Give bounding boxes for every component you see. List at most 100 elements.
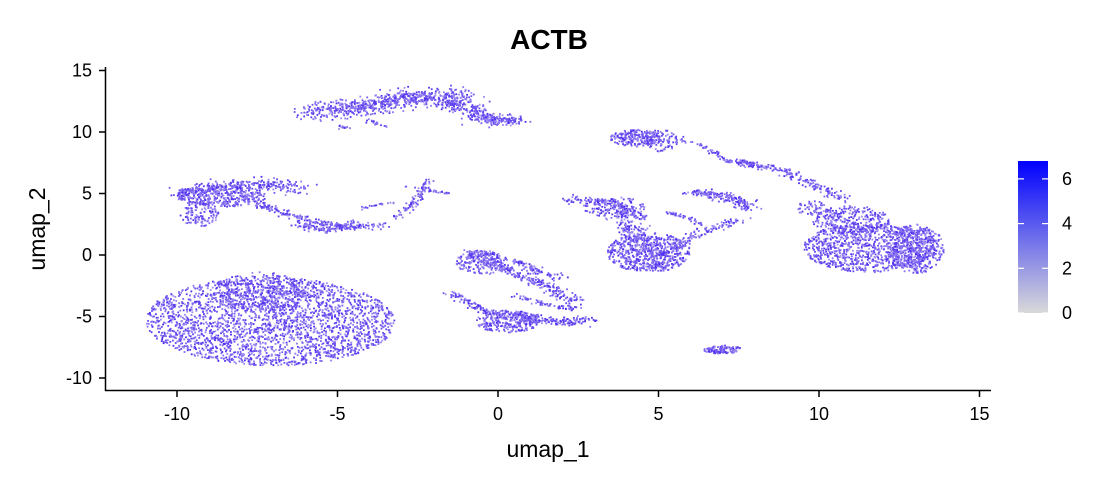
data-point bbox=[891, 228, 893, 231]
data-point bbox=[180, 315, 182, 318]
data-point bbox=[264, 328, 266, 331]
data-point bbox=[275, 333, 277, 336]
data-point bbox=[239, 323, 242, 326]
data-point bbox=[897, 233, 900, 236]
data-point bbox=[199, 286, 202, 289]
data-point bbox=[886, 266, 889, 269]
data-point bbox=[333, 347, 336, 350]
data-point bbox=[822, 232, 825, 235]
data-point bbox=[264, 334, 267, 336]
data-point bbox=[341, 304, 344, 307]
data-point bbox=[227, 294, 230, 297]
data-point bbox=[874, 269, 877, 272]
data-point bbox=[915, 253, 917, 256]
data-point bbox=[247, 348, 250, 351]
data-point bbox=[285, 287, 288, 289]
data-point bbox=[919, 258, 922, 260]
data-point bbox=[332, 350, 335, 353]
data-point bbox=[248, 360, 251, 363]
data-point bbox=[249, 306, 252, 308]
data-point bbox=[358, 318, 360, 321]
data-point bbox=[209, 322, 212, 325]
data-point bbox=[343, 325, 346, 328]
data-point bbox=[847, 245, 850, 247]
data-point bbox=[217, 360, 220, 362]
data-point bbox=[279, 344, 282, 346]
data-point bbox=[905, 237, 908, 239]
data-point bbox=[667, 264, 670, 267]
data-point bbox=[295, 363, 298, 366]
data-point bbox=[226, 344, 228, 347]
data-point bbox=[861, 267, 864, 270]
data-point bbox=[324, 338, 327, 341]
data-point bbox=[345, 313, 348, 315]
data-point bbox=[678, 263, 681, 266]
data-point bbox=[189, 335, 192, 338]
data-point bbox=[339, 349, 342, 351]
data-point bbox=[283, 322, 285, 324]
data-point bbox=[645, 247, 648, 250]
data-point bbox=[260, 294, 262, 297]
data-point bbox=[822, 252, 825, 254]
data-point bbox=[867, 256, 869, 258]
data-point bbox=[307, 326, 309, 329]
data-point bbox=[335, 321, 338, 324]
data-point bbox=[834, 261, 837, 264]
data-point bbox=[938, 258, 941, 261]
data-point bbox=[327, 291, 330, 294]
data-point bbox=[909, 250, 912, 252]
data-point bbox=[857, 224, 859, 226]
data-point bbox=[339, 286, 342, 288]
data-point bbox=[800, 203, 802, 206]
data-point bbox=[654, 268, 657, 271]
data-point bbox=[273, 281, 276, 283]
data-point bbox=[259, 308, 262, 311]
data-point bbox=[873, 269, 875, 272]
data-point bbox=[899, 261, 902, 263]
data-point bbox=[168, 315, 171, 318]
data-point bbox=[334, 341, 337, 343]
data-point bbox=[849, 226, 852, 228]
data-point bbox=[260, 291, 263, 294]
data-point bbox=[638, 244, 641, 246]
data-point bbox=[244, 346, 247, 348]
data-point bbox=[631, 247, 634, 249]
data-point bbox=[170, 318, 173, 321]
data-point bbox=[190, 345, 193, 348]
data-point bbox=[356, 331, 358, 333]
data-point bbox=[376, 315, 379, 318]
data-point bbox=[234, 275, 237, 278]
data-point bbox=[804, 208, 807, 210]
data-point bbox=[270, 297, 273, 300]
data-point bbox=[351, 346, 353, 349]
data-point bbox=[239, 328, 241, 331]
data-point bbox=[387, 310, 390, 313]
data-point bbox=[349, 319, 352, 321]
data-point bbox=[225, 298, 227, 301]
data-point bbox=[258, 338, 260, 341]
data-point bbox=[326, 320, 329, 322]
data-point bbox=[384, 320, 387, 323]
data-point bbox=[303, 363, 306, 365]
data-point bbox=[350, 295, 353, 298]
data-point bbox=[813, 245, 816, 247]
data-point bbox=[815, 246, 818, 249]
data-point bbox=[359, 344, 362, 347]
data-point bbox=[205, 329, 207, 331]
data-point bbox=[220, 349, 222, 352]
data-point bbox=[362, 299, 364, 302]
data-point bbox=[651, 262, 653, 264]
data-point bbox=[248, 283, 250, 286]
data-point bbox=[846, 243, 849, 246]
data-point bbox=[250, 350, 253, 353]
data-point bbox=[328, 313, 330, 316]
data-point bbox=[851, 232, 854, 234]
data-point bbox=[679, 258, 682, 261]
data-point bbox=[340, 342, 343, 344]
data-point bbox=[385, 328, 388, 331]
data-point bbox=[923, 270, 925, 273]
data-point bbox=[835, 247, 837, 249]
data-point bbox=[210, 338, 213, 340]
data-point bbox=[371, 344, 374, 346]
data-point bbox=[865, 264, 868, 266]
